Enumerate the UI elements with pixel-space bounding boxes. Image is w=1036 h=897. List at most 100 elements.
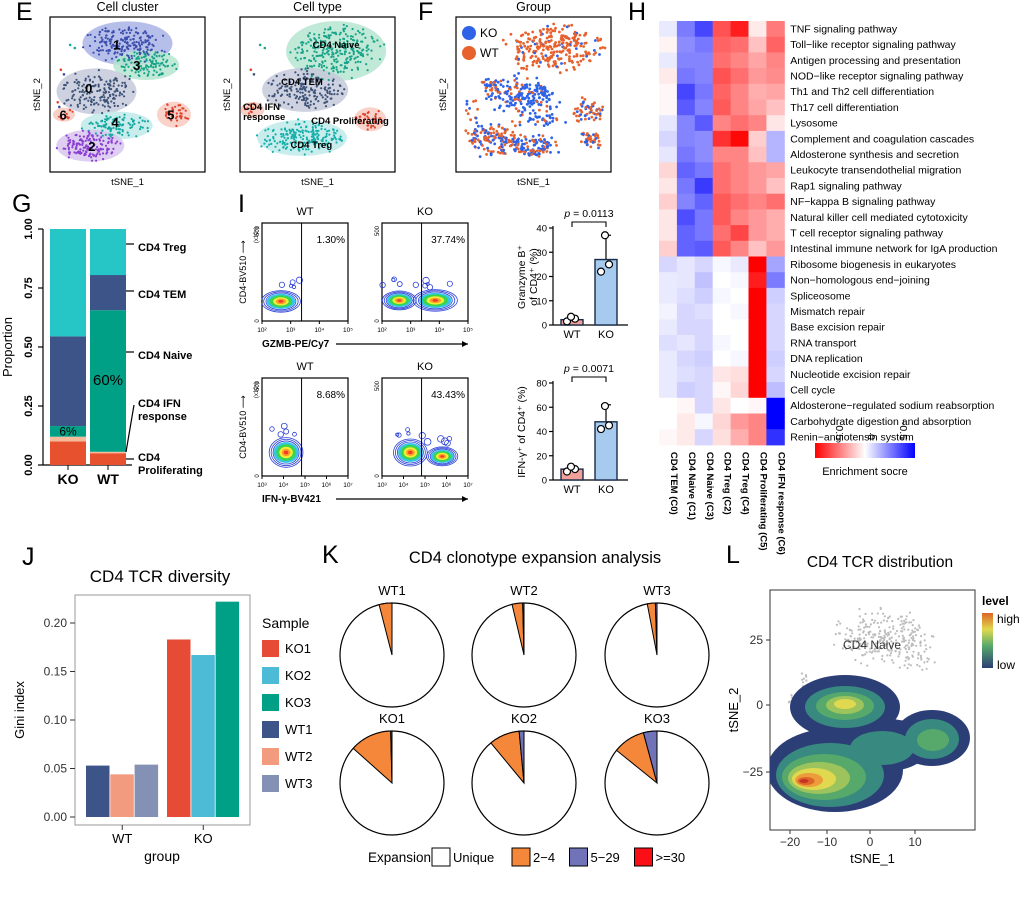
heatmap-row-label: Nucleotide excision repair bbox=[790, 369, 911, 381]
flow-ytick: 500 bbox=[375, 380, 381, 391]
heatmap-row-label: Complement and coagulation cascades bbox=[790, 133, 974, 145]
panel-label-k: K bbox=[322, 541, 339, 569]
plot-title: Cell cluster bbox=[97, 0, 159, 14]
gini-ytick: 0.05 bbox=[44, 762, 68, 776]
flow-plot-title: WT bbox=[296, 206, 313, 218]
plot-title: Group bbox=[516, 0, 551, 14]
bar-ytick: 0 bbox=[542, 476, 547, 487]
level-low: low bbox=[997, 658, 1015, 672]
flow-ytick: 0 bbox=[255, 474, 261, 478]
bar-ytick: 80 bbox=[536, 379, 547, 390]
legend-entry: WT3 bbox=[285, 776, 312, 791]
cluster-number: 6 bbox=[60, 107, 67, 122]
heatmap-row-label: Th17 cell differentiation bbox=[790, 102, 899, 114]
flow-plot-title: KO bbox=[417, 361, 433, 373]
legend-entry: WT2 bbox=[285, 749, 312, 764]
cluster-number: 0 bbox=[85, 81, 92, 96]
panel-label-l: L bbox=[726, 541, 740, 569]
bar-xtick: KO bbox=[598, 329, 614, 341]
legend-entry: Unique bbox=[453, 850, 494, 865]
segment-label: CD4 bbox=[138, 452, 161, 464]
gate-percentage: 1.30% bbox=[317, 235, 345, 246]
pie-label: WT2 bbox=[510, 583, 537, 598]
tcr-distribution-plot: CD4 TCR distribution CD4 Naive 25 0 −25 −20 −1… bbox=[726, 554, 1020, 866]
flow-cytometry-ifng: CD4-BV510 ⟶ (x10⁴) WT 500 0 8.68% 10³ 10⁴ 10⁵ 10⁶… bbox=[238, 361, 473, 505]
legend-entry: KO2 bbox=[285, 668, 311, 683]
gini-ytick: 0.20 bbox=[44, 616, 68, 630]
legend-ko: KO bbox=[480, 26, 497, 40]
plot-title: Cell type bbox=[293, 0, 342, 14]
flow-x-label: IFN-γ-BV421 bbox=[262, 494, 321, 505]
heatmap-row-label: DNA replication bbox=[790, 353, 863, 365]
heatmap-col-label: CD4 Naive (C3) bbox=[704, 452, 715, 520]
flow-xtick: 10⁴ bbox=[398, 482, 408, 489]
segment-label: response bbox=[138, 411, 187, 423]
heatmap-row-label: T cell receptor signaling pathway bbox=[790, 227, 943, 239]
y-axis-label: tSNE_2 bbox=[222, 78, 233, 111]
segment-label: CD4 Treg bbox=[138, 242, 186, 254]
heatmap-col-label: CD4 Treg (C4) bbox=[740, 452, 751, 515]
heatmap-col-label: CD4 TEM (C0) bbox=[668, 452, 679, 515]
heatmap-row-label: Base excision repair bbox=[790, 322, 885, 334]
proportion-tick: 0.50 bbox=[23, 336, 35, 357]
flow-ytick: 0 bbox=[375, 474, 381, 478]
proportion-axis-label: Proportion bbox=[0, 317, 15, 377]
bar-y-label: IFN-γ⁺ of CD4⁺ (%) bbox=[516, 386, 528, 478]
proportion-tick: 0.25 bbox=[23, 395, 35, 416]
celltype-label: CD4 Treg bbox=[290, 140, 332, 151]
group-tick: KO bbox=[58, 471, 79, 487]
flow-plot-title: WT bbox=[296, 361, 313, 373]
chart-title: CD4 clonotype expansion analysis bbox=[409, 549, 661, 567]
gini-ytick: 0.15 bbox=[44, 665, 68, 679]
heatmap-row-label: Natural killer cell mediated cytotoxicit… bbox=[790, 212, 968, 224]
pct-annotation: 6% bbox=[59, 424, 77, 438]
density-xtick: −20 bbox=[780, 835, 801, 849]
proportion-tick: 0.75 bbox=[23, 277, 35, 298]
heatmap-row-label: Th1 and Th2 cell differentiation bbox=[790, 86, 934, 98]
p-value: p = 0.0071 bbox=[563, 363, 614, 375]
heatmap-row-label: NF−kappa B signaling pathway bbox=[790, 196, 936, 208]
gini-ytick: 0.10 bbox=[44, 713, 68, 727]
flow-cytometry-gzmb: CD4-BV510 ⟶ (x10⁴) WT 500 0 1.30% 10² 10³ 10⁴ 10⁵… bbox=[238, 206, 473, 350]
bar-ytick: 20 bbox=[536, 451, 547, 462]
flow-y-unit: (x10⁴) bbox=[253, 382, 260, 398]
chart-title: CD4 TCR distribution bbox=[807, 554, 953, 571]
colorbar-tick: 0 bbox=[865, 434, 877, 440]
heatmap-row-label: Toll−like receptor signaling pathway bbox=[790, 39, 956, 51]
gate-percentage: 37.74% bbox=[431, 235, 465, 246]
heatmap-col-label: CD4 Proliferating (C5) bbox=[757, 452, 768, 551]
bar-ytick: 10 bbox=[536, 296, 547, 307]
group-tsne-plot: Group KO WT tSNE_1 tSNE_2 bbox=[438, 0, 612, 188]
proportion-tick: 0.00 bbox=[23, 454, 35, 475]
bar-xtick: WT bbox=[563, 484, 580, 496]
colorbar-tick: 0.5 bbox=[833, 425, 845, 440]
heatmap-col-label: CD4 IFN response (C6) bbox=[775, 452, 786, 555]
legend-title: Expansion bbox=[368, 850, 431, 865]
heatmap-row-label: NOD−like receptor signaling pathway bbox=[790, 70, 964, 82]
p-value: p = 0.0113 bbox=[563, 208, 613, 220]
celltype-label: CD4 TEM bbox=[281, 77, 323, 88]
flow-xtick: 10⁴ bbox=[314, 327, 324, 334]
heatmap-row-label: Ribosome biogenesis in eukaryotes bbox=[790, 259, 956, 271]
bar-y-label: Granzyme B⁺ bbox=[516, 245, 528, 309]
gate-percentage: 43.43% bbox=[431, 390, 465, 401]
cluster-number: 2 bbox=[88, 139, 95, 154]
flow-xtick: 10³ bbox=[377, 482, 387, 489]
cluster-number: 3 bbox=[133, 58, 140, 73]
pathway-heatmap: TNF signaling pathway Toll−like receptor … bbox=[659, 21, 998, 555]
pie-label: KO3 bbox=[644, 711, 670, 726]
heatmap-row-label: Non−homologous end−joining bbox=[790, 275, 930, 287]
panel-label-g: G bbox=[12, 190, 32, 218]
segment-label: CD4 Naive bbox=[138, 350, 192, 362]
heatmap-row-label: Renin−angiotensin system bbox=[790, 432, 914, 444]
pct-annotation: 60% bbox=[93, 372, 123, 389]
x-axis-label: tSNE_1 bbox=[301, 177, 334, 188]
level-high: high bbox=[997, 612, 1020, 626]
pie-label: WT3 bbox=[643, 583, 670, 598]
group-tick: WT bbox=[97, 471, 119, 487]
density-xtick: 10 bbox=[908, 835, 922, 849]
density-x-label: tSNE_1 bbox=[850, 851, 895, 866]
colorbar-caption: Enrichment socre bbox=[822, 466, 908, 478]
cluster-number: 4 bbox=[111, 115, 119, 130]
